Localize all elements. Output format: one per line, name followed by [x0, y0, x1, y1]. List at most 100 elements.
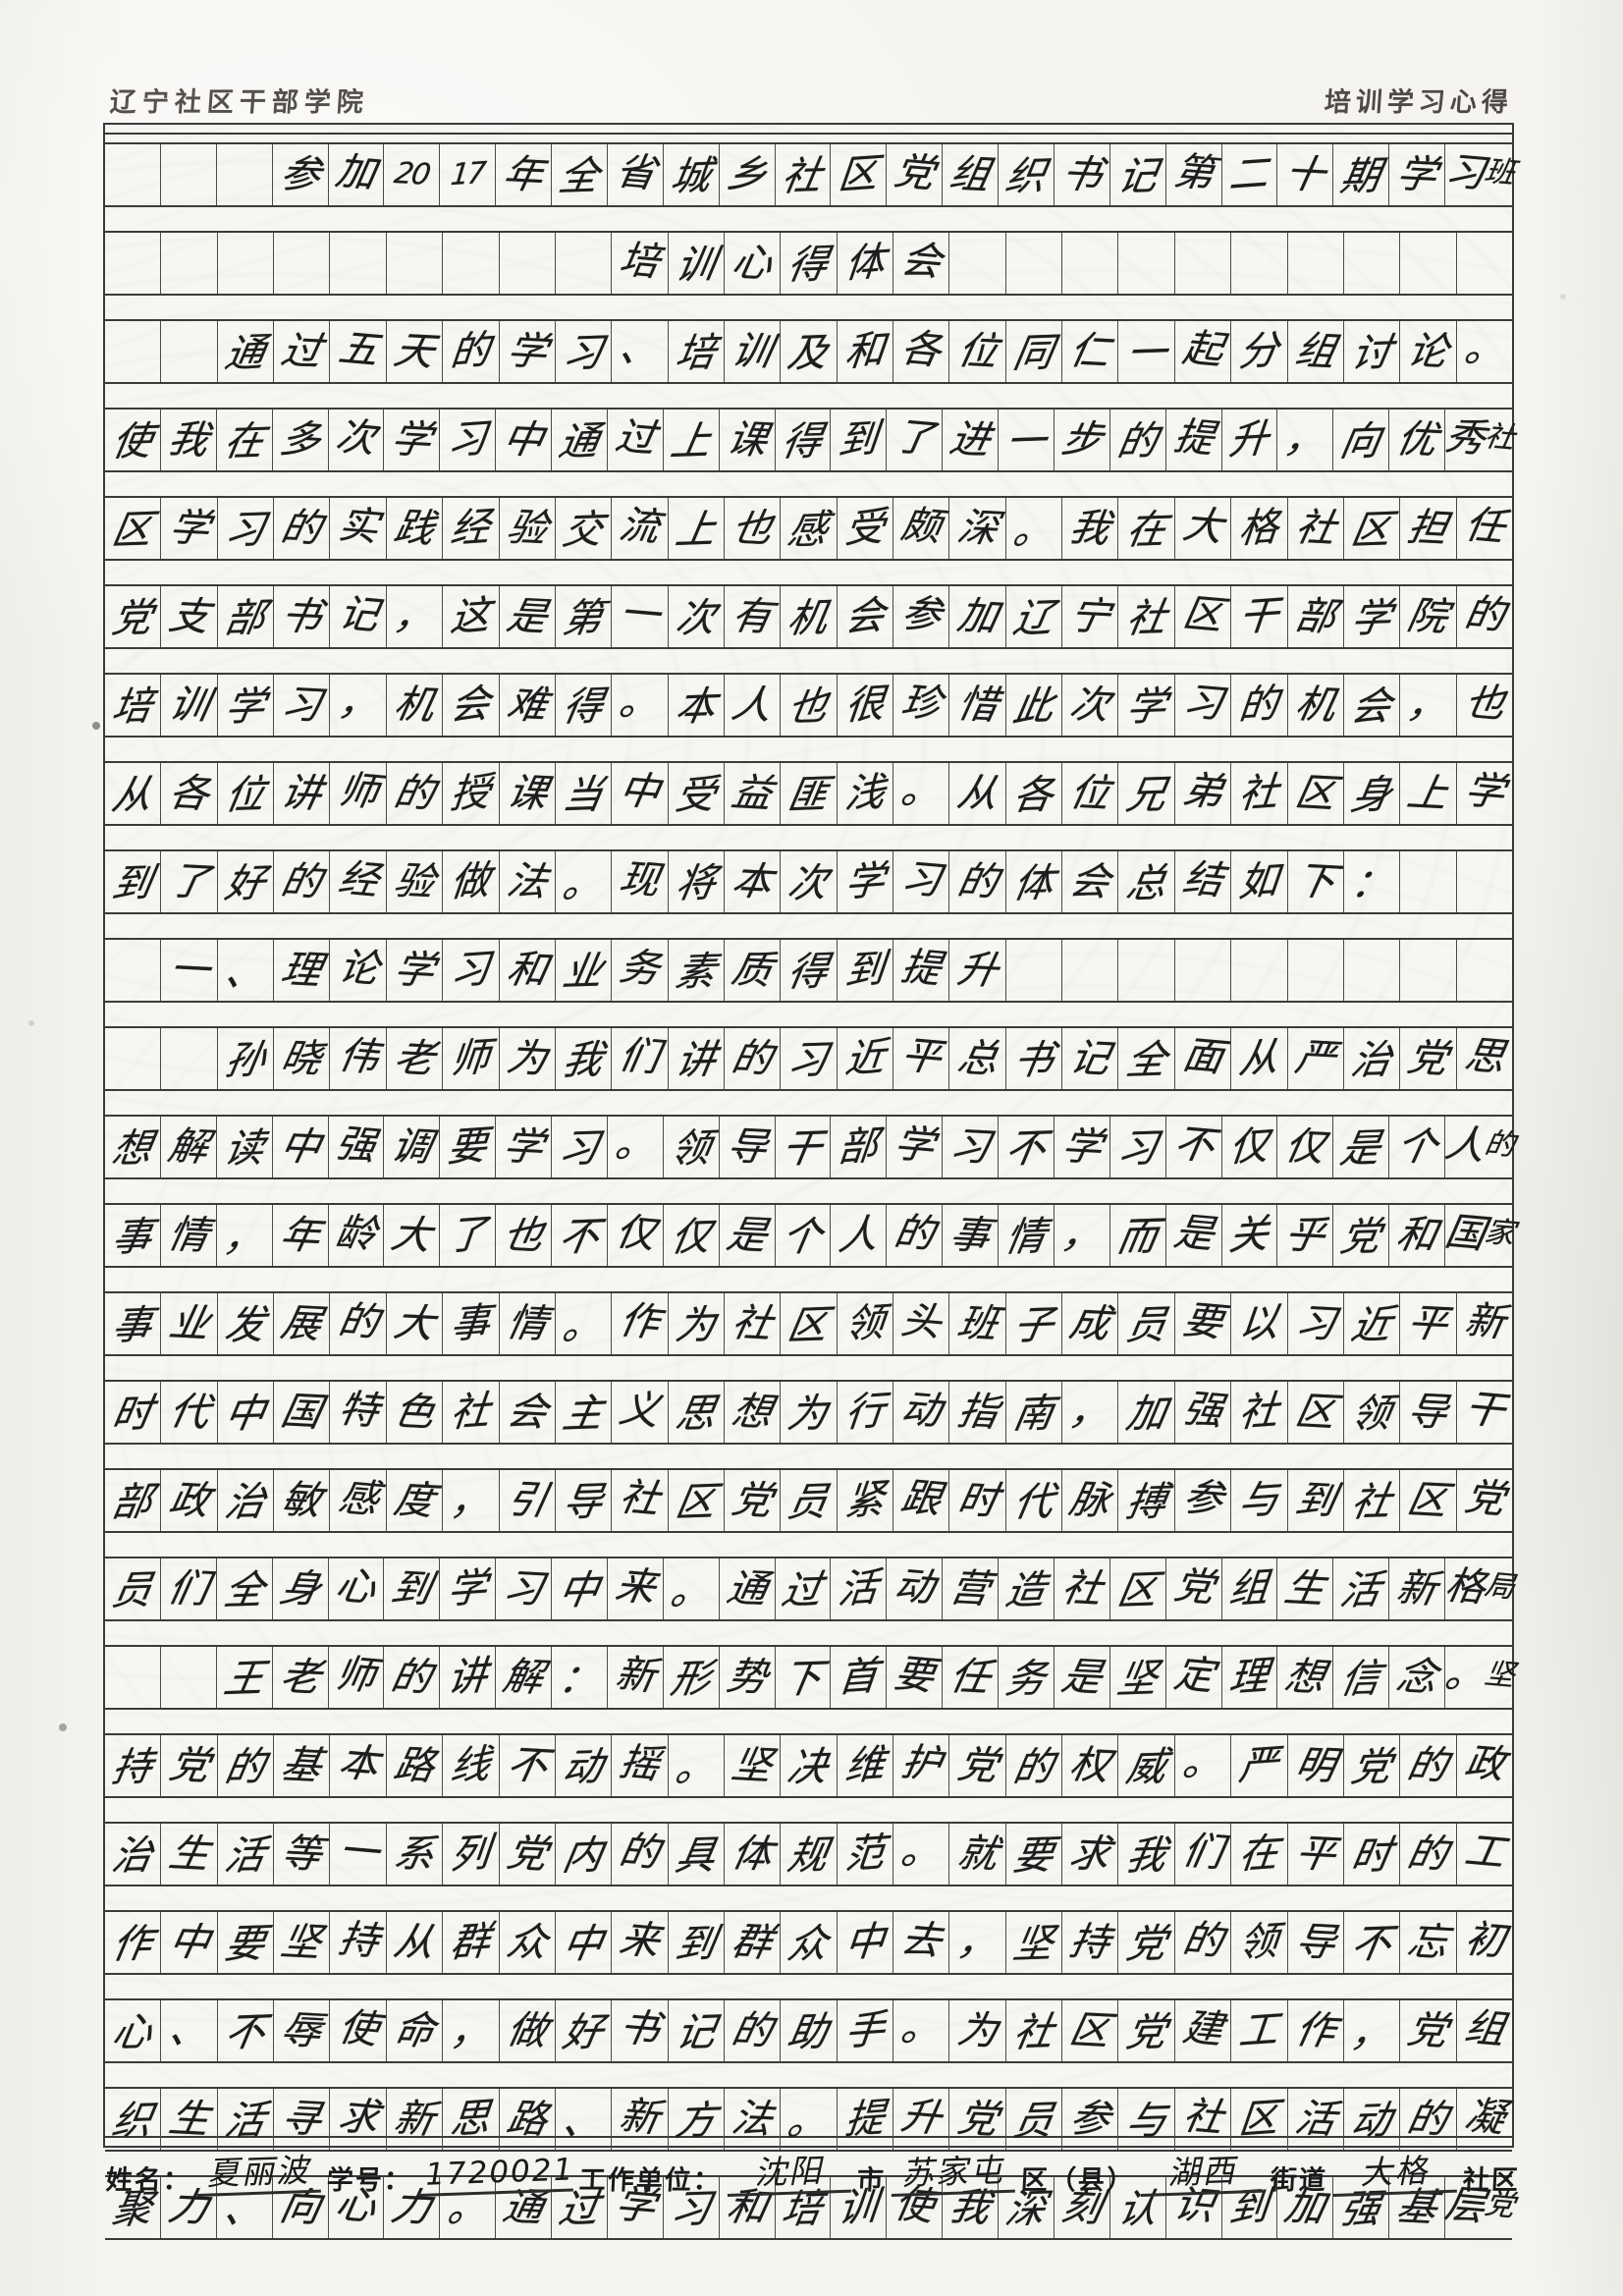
grid-cell: 参 [1061, 2089, 1117, 2150]
grid-cell: 训 [667, 233, 724, 294]
handwritten-character: 来 [612, 1562, 660, 1612]
grid-cell: 要 [886, 1647, 942, 1708]
handwritten-character: 业 [165, 1300, 213, 1347]
grid-cell: 导 [1399, 1382, 1455, 1443]
handwritten-character: 书 [1057, 151, 1107, 198]
handwritten-character: 全 [1122, 1037, 1170, 1084]
grid-cell: 区 [1286, 1382, 1343, 1443]
handwritten-character: 作 [1291, 2007, 1340, 2054]
grid-cell: 乎 [1276, 1205, 1332, 1266]
handwritten-character: 宁 [1065, 593, 1114, 640]
handwritten-character: 社 [1122, 595, 1170, 642]
grid-cell: 党 [1164, 1558, 1221, 1619]
handwritten-character: 大 [387, 1212, 436, 1259]
grid-cell: 过 [273, 321, 329, 382]
handwritten-character: 流 [616, 502, 664, 551]
grid-cell: 引 [498, 1470, 555, 1531]
handwritten-character: 通 [555, 418, 603, 465]
grid-cell: 不 [216, 2000, 273, 2061]
grid-cell: 不 [1342, 1912, 1399, 1973]
grid-cell: 和 [718, 2177, 775, 2238]
handwritten-character: 想 [728, 1389, 777, 1436]
grid-cell: 学 [1117, 675, 1173, 736]
handwritten-character: 师 [332, 1651, 380, 1700]
grid-cell: 事 [942, 1205, 998, 1266]
handwritten-character: 素 [672, 949, 720, 996]
grid-row: 培训学习，机会难得。本人也很珍惜此次学习的机会，也 [105, 673, 1512, 738]
handwritten-character: 一 [165, 947, 213, 994]
handwritten-character: 线 [448, 1741, 493, 1790]
grid-cell: 。 [1173, 1735, 1230, 1796]
handwritten-character: 书 [616, 2004, 664, 2053]
handwritten-character: 。 [672, 1744, 720, 1791]
handwritten-character: 会 [503, 1389, 552, 1436]
handwritten-character: 仁 [1065, 328, 1114, 375]
grid-cell: 为 [948, 2000, 1004, 2061]
handwritten-character: 政 [1461, 1739, 1509, 1788]
grid-cell: 层党 [1441, 2177, 1515, 2238]
grid-cell: 社 [1004, 2000, 1061, 2061]
handwritten-character: 我 [1065, 505, 1114, 552]
handwritten-character: 员 [108, 1567, 156, 1614]
handwritten-character: 到 [108, 860, 156, 907]
handwritten-character: 省 [612, 148, 660, 197]
grid-cell: 珍 [893, 675, 948, 736]
handwritten-character: 的 [448, 327, 493, 376]
grid-cell: 社 [442, 1382, 498, 1443]
grid-cell: 向 [271, 2177, 328, 2238]
handwritten-character: 与 [1236, 1476, 1281, 1525]
grid-cell: 师 [329, 763, 385, 824]
grid-cell: 区 [1061, 2000, 1117, 2061]
grid-cell: 做 [442, 851, 498, 912]
handwritten-character: 弟 [1179, 767, 1227, 816]
grid-cell: 持 [105, 1735, 160, 1796]
handwritten-character: 的 [1404, 2096, 1452, 2143]
handwritten-character: 南 [1009, 1391, 1057, 1438]
grid-cell: 加 [1117, 1382, 1173, 1443]
handwritten-character: 社 [1482, 419, 1516, 457]
handwritten-character: 社 [779, 153, 827, 200]
handwritten-character: ， [953, 1919, 1001, 1966]
handwritten-character: 中 [165, 1919, 213, 1966]
handwritten-character: 一 [616, 590, 664, 639]
handwritten-character: 的 [277, 505, 326, 552]
grid-cell: 事 [105, 1293, 160, 1354]
handwritten-character: 区 [836, 150, 881, 199]
handwritten-character: 区 [672, 1479, 720, 1526]
handwritten-character: 也 [728, 505, 777, 552]
grid-cell: 学 [1053, 1117, 1109, 1177]
grid-cell: 基 [1388, 2177, 1444, 2238]
handwritten-character: 到 [672, 1921, 720, 1968]
handwritten-character: 乡 [723, 151, 771, 198]
handwritten-character: 助 [784, 2009, 833, 2056]
grid-cell: 。 [554, 1293, 611, 1354]
handwritten-character: 们 [164, 1565, 213, 1613]
grid-cell: 事 [105, 1205, 160, 1266]
grid-cell: ， [948, 1912, 1004, 1973]
handwritten-character: 仅 [667, 1214, 715, 1261]
grid-cell: 的 [1109, 410, 1165, 470]
handwritten-character: ， [1347, 2009, 1395, 2056]
grid-cell: 理 [273, 940, 329, 1001]
handwritten-character: 十 [1280, 151, 1329, 198]
grid-cell: 的 [723, 1028, 780, 1089]
grid-row: 王老师的讲解：新形势下首要任务是坚定理想信念。坚 [105, 1645, 1515, 1710]
grid-cell: 体 [836, 233, 893, 294]
handwritten-character: 会 [448, 681, 493, 730]
handwritten-character: 习 [277, 682, 326, 729]
handwritten-character: 的 [1009, 1744, 1057, 1791]
grid-cell: 人 [723, 675, 780, 736]
grid-cell: 有 [723, 586, 780, 647]
grid-cell: 中 [836, 1912, 893, 1973]
grid-cell: 不 [551, 1205, 607, 1266]
grid-cell: 方 [667, 2089, 724, 2150]
grid-cell: 仅 [606, 1205, 663, 1266]
handwritten-character: 员 [1122, 1302, 1170, 1349]
grid-cell: 习 [662, 2177, 719, 2238]
handwritten-character: 活 [1291, 2096, 1340, 2143]
handwritten-character: 中 [499, 416, 548, 464]
handwritten-character: 新 [1392, 1565, 1441, 1613]
grid-cell: 部 [1286, 586, 1343, 647]
grid-cell: 格 [1230, 498, 1286, 559]
grid-cell: 领 [836, 1293, 893, 1354]
